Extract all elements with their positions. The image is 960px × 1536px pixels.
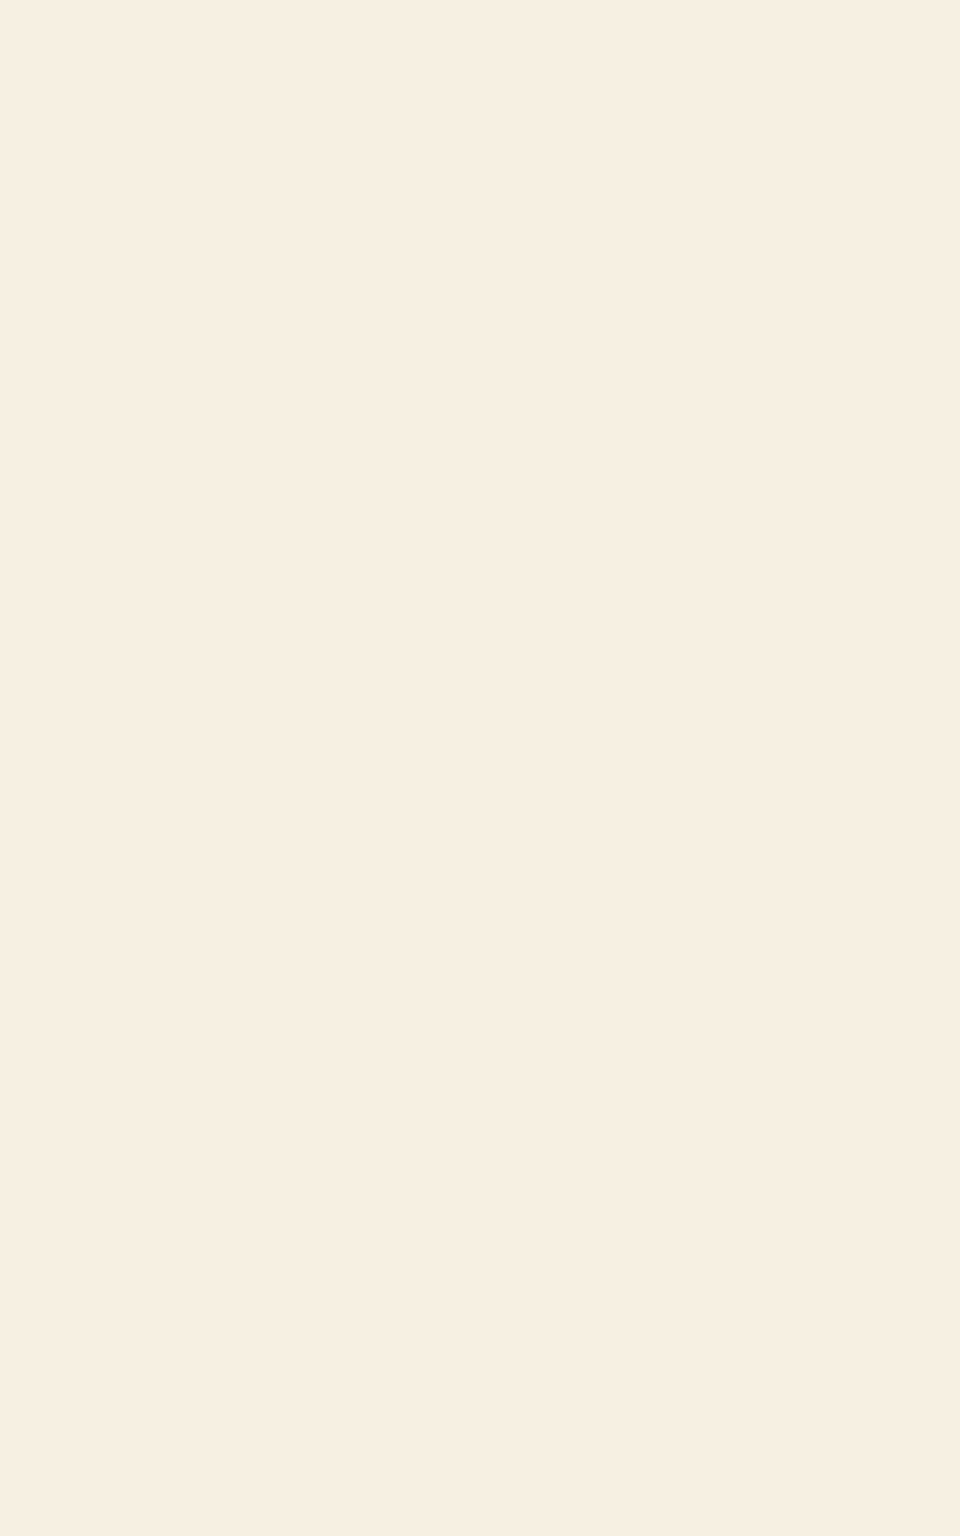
bar-chart-kuva1 — [50, 48, 466, 308]
right-column — [494, 48, 910, 324]
left-column — [50, 48, 466, 324]
two-column-layout — [50, 48, 910, 324]
survival-chart-a — [50, 342, 470, 689]
survival-chart-b — [490, 342, 910, 689]
survival-charts-row — [50, 342, 910, 689]
